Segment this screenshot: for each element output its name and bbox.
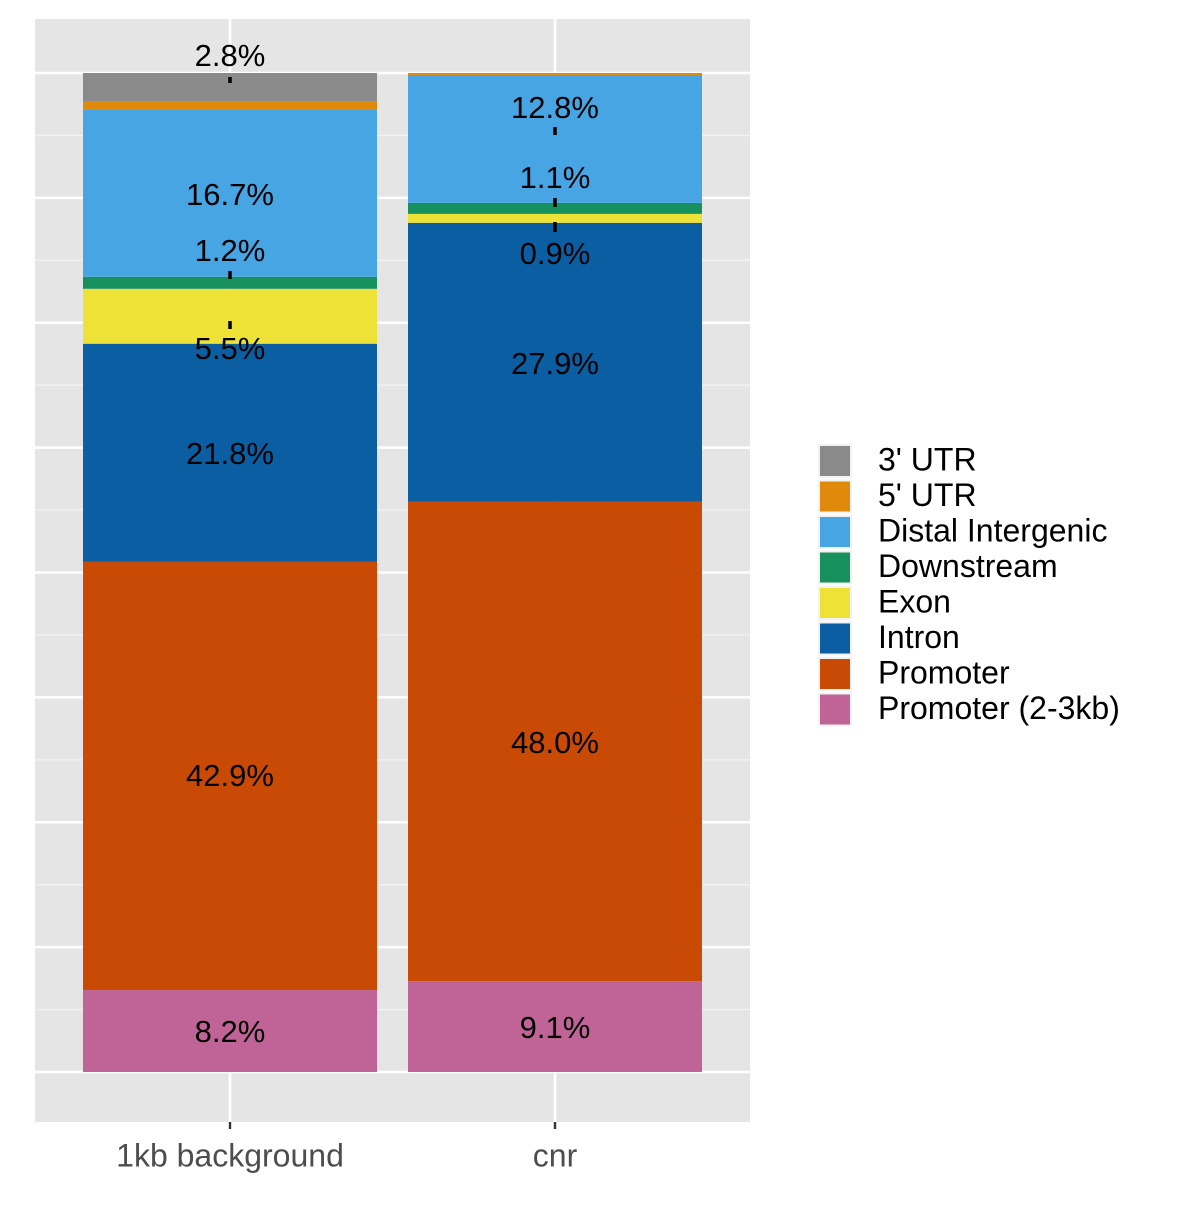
legend-label: 5' UTR [878,477,977,513]
data-label: 1.1% [520,160,591,195]
legend-label: Downstream [878,548,1058,584]
legend-label: Distal Intergenic [878,512,1107,548]
bar-segment [83,343,377,562]
bar-segment [408,501,702,982]
bar-segment [83,100,377,110]
bar-segment [408,202,702,214]
data-label: 5.5% [195,331,266,366]
data-label: 48.0% [511,725,599,760]
data-label: 42.9% [186,758,274,793]
legend-key [820,623,850,654]
legend-key [820,481,850,512]
bar-segment [83,561,377,991]
data-label: 1.2% [195,233,266,268]
data-label: 8.2% [195,1014,266,1049]
legend-key [820,694,850,725]
x-tick-label: cnr [533,1137,578,1173]
bar-segment [408,73,702,75]
legend-label: Intron [878,619,960,655]
bar-segment [408,213,702,223]
bar-segment [83,109,377,277]
legend-key [820,446,850,476]
data-label: 16.7% [186,177,274,212]
data-label: 9.1% [520,1010,591,1045]
legend-label: Exon [878,583,951,619]
x-tick-label: 1kb background [116,1137,344,1173]
legend-label: Promoter [878,654,1010,690]
legend-key [820,517,850,547]
data-label: 0.9% [520,236,591,271]
bar-segment [408,222,702,502]
legend-key [820,659,850,689]
bar-segment [83,276,377,289]
legend-label: Promoter (2-3kb) [878,690,1120,726]
legend-key [820,552,850,583]
bar-segment [83,288,377,344]
bar-segment [408,74,702,203]
data-label: 12.8% [511,90,599,125]
data-label: 21.8% [186,436,274,471]
data-label: 2.8% [195,38,266,73]
bar-segment [408,981,702,1072]
legend-label: 3' UTR [878,441,977,477]
data-label: 27.9% [511,346,599,381]
legend-key [820,588,850,618]
bar-segment [83,990,377,1072]
